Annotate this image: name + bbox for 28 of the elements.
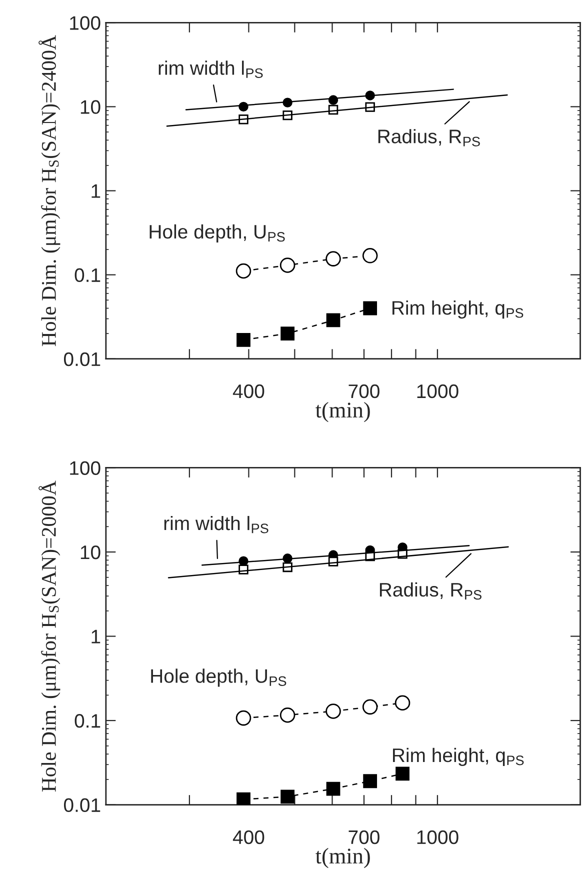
annotation: rim width l$_{PS}$ bbox=[158, 60, 263, 78]
x-axis-title: t(min) bbox=[316, 848, 370, 868]
annotation: Hole depth, U$_{PS}$ bbox=[151, 668, 286, 687]
y-tick-label: 10 bbox=[80, 545, 100, 560]
y-tick-label: 1 bbox=[92, 630, 100, 644]
x-tick-label: 1000 bbox=[417, 830, 458, 844]
annotation: Rim height, q$_{PS}$ bbox=[392, 300, 524, 319]
x-tick-label: 1000 bbox=[417, 384, 458, 398]
annotation: Radius, R$_{PS}$ bbox=[380, 582, 482, 600]
x-tick-label: 700 bbox=[348, 830, 380, 844]
y-tick-label: 0.1 bbox=[74, 268, 100, 282]
y-tick-label: 0.1 bbox=[74, 714, 100, 728]
y-tick-label: 100 bbox=[70, 461, 100, 475]
y-tick-label: 10 bbox=[80, 100, 100, 114]
x-tick-label: 700 bbox=[348, 384, 380, 398]
annotation: Radius, R$_{PS}$ bbox=[378, 129, 480, 146]
x-axis-title: t(min) bbox=[316, 402, 370, 422]
x-tick-label: 400 bbox=[232, 830, 264, 844]
y-tick-label: 0.01 bbox=[64, 798, 100, 812]
y-tick-label: 100 bbox=[70, 16, 100, 30]
y-tick-label: 1 bbox=[92, 184, 100, 198]
x-tick-label: 400 bbox=[232, 384, 264, 398]
y-axis-title: Hole Dim. (μm)for H$_{S}$(SAN)=2000Å bbox=[38, 480, 60, 792]
annotation: rim width l$_{PS}$ bbox=[164, 516, 268, 534]
annotation: Hole depth, U$_{PS}$ bbox=[150, 224, 285, 242]
y-axis-title: Hole Dim. (μm)for H$_{S}$(SAN)=2400Å bbox=[38, 35, 60, 346]
y-tick-label: 0.01 bbox=[64, 352, 100, 366]
annotation: Rim height, q$_{PS}$ bbox=[393, 748, 524, 766]
